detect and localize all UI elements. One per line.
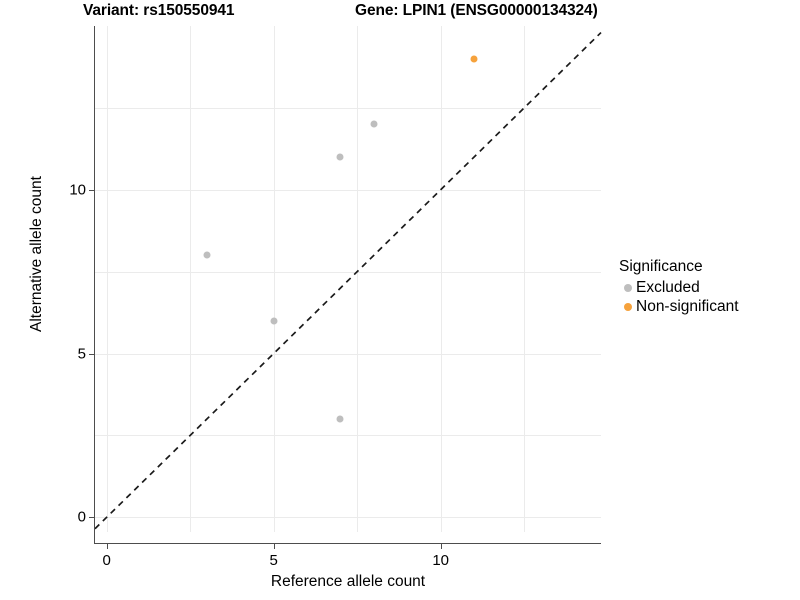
y-axis-label: Alternative allele count xyxy=(28,176,45,332)
data-point xyxy=(336,153,344,161)
x-axis-tick-label: 10 xyxy=(432,552,450,569)
legend-dot-icon xyxy=(623,302,632,311)
y-axis-tick-label: 5 xyxy=(77,345,86,362)
gridline-horizontal xyxy=(95,353,601,355)
legend: Significance Excluded Non-significant xyxy=(619,258,794,316)
y-axis-line xyxy=(94,26,96,544)
y-axis-tick xyxy=(89,517,94,519)
plot-panel xyxy=(94,26,602,532)
data-point xyxy=(270,317,278,325)
gridline-vertical xyxy=(273,26,275,532)
gridline-vertical xyxy=(190,26,192,532)
legend-key xyxy=(619,302,636,311)
x-axis-line xyxy=(94,543,601,545)
gridline-horizontal xyxy=(95,517,601,519)
y-axis-tick xyxy=(89,189,94,191)
chart-title-row: Variant: rs150550941 Gene: LPIN1 (ENSG00… xyxy=(0,2,700,24)
gridline-horizontal xyxy=(95,435,601,437)
data-point xyxy=(470,55,478,63)
gridline-horizontal xyxy=(95,271,601,273)
gridline-vertical xyxy=(357,26,359,532)
variant-title: Variant: rs150550941 xyxy=(83,2,235,19)
x-axis-label: Reference allele count xyxy=(270,573,426,590)
y-axis-tick-label: 10 xyxy=(69,181,86,199)
gridline-vertical xyxy=(524,26,526,532)
x-axis-tick-label: 5 xyxy=(269,552,278,569)
legend-item: Excluded xyxy=(619,278,794,297)
x-axis-tick-label: 0 xyxy=(102,552,111,569)
legend-item: Non-significant xyxy=(619,297,794,316)
x-axis-tick xyxy=(106,544,108,549)
x-axis-tick xyxy=(440,544,442,549)
x-axis-tick xyxy=(273,544,275,549)
data-point xyxy=(203,251,211,259)
gridline-horizontal xyxy=(95,189,601,191)
legend-items: Excluded Non-significant xyxy=(619,278,794,316)
data-point xyxy=(370,120,378,128)
legend-item-label: Non-significant xyxy=(636,297,739,315)
y-axis-tick-label: 0 xyxy=(77,508,86,526)
gridline-vertical xyxy=(106,26,108,532)
data-point xyxy=(336,415,344,423)
legend-key xyxy=(619,283,636,292)
legend-item-label: Excluded xyxy=(636,278,700,296)
y-axis-tick xyxy=(89,353,94,355)
legend-title: Significance xyxy=(619,258,703,275)
legend-dot-icon xyxy=(623,283,632,292)
gridline-vertical xyxy=(440,26,442,532)
gene-title: Gene: LPIN1 (ENSG00000134324) xyxy=(355,2,598,19)
gridline-horizontal xyxy=(95,107,601,109)
